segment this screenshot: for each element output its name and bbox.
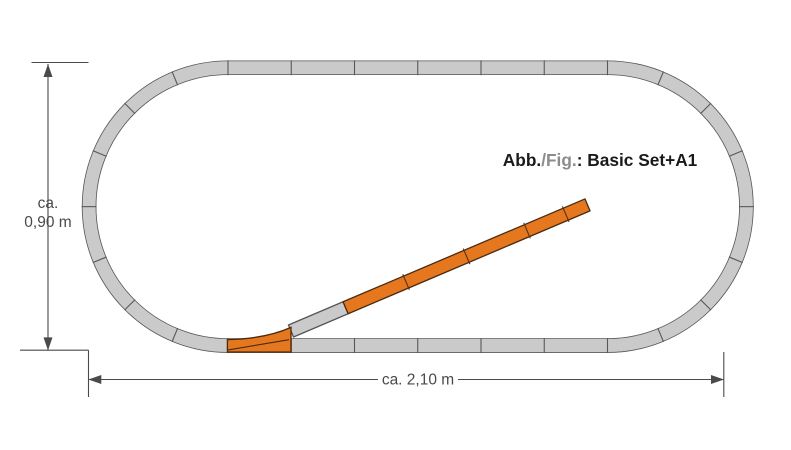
svg-text:ca.: ca. xyxy=(38,195,59,212)
svg-text:ca. 2,10 m: ca. 2,10 m xyxy=(382,372,454,389)
svg-text:0,90 m: 0,90 m xyxy=(24,214,71,231)
svg-text:Abb./Fig.: Basic Set+A1: Abb./Fig.: Basic Set+A1 xyxy=(503,150,698,170)
